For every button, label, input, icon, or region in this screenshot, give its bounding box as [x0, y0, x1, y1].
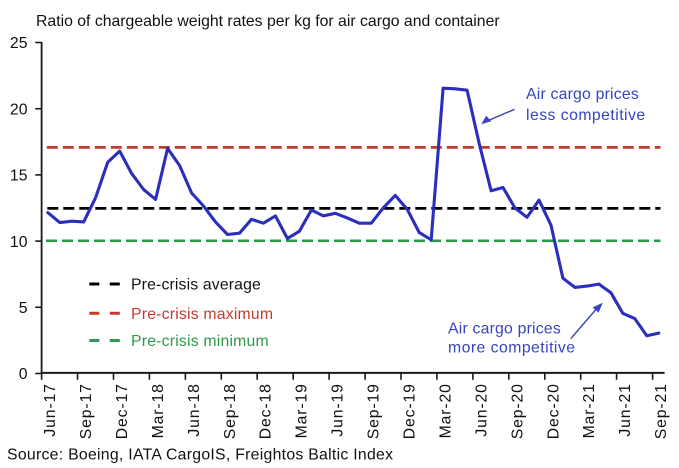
svg-text:Pre-crisis maximum: Pre-crisis maximum: [131, 306, 273, 323]
svg-text:Dec-18: Dec-18: [258, 383, 275, 439]
svg-text:20: 20: [10, 101, 28, 118]
svg-text:Air cargo prices: Air cargo prices: [526, 86, 639, 103]
svg-text:Mar-21: Mar-21: [581, 383, 598, 438]
svg-text:Sep-20: Sep-20: [509, 383, 526, 439]
svg-text:5: 5: [19, 300, 28, 317]
svg-text:Sep-17: Sep-17: [78, 383, 95, 439]
svg-text:25: 25: [10, 35, 28, 52]
svg-text:Sep-19: Sep-19: [366, 383, 383, 439]
svg-text:more competitive: more competitive: [448, 340, 575, 357]
svg-text:Jun-21: Jun-21: [617, 383, 634, 436]
svg-text:Dec-20: Dec-20: [545, 383, 562, 439]
svg-text:Mar-19: Mar-19: [294, 383, 311, 438]
svg-text:Mar-20: Mar-20: [437, 383, 454, 438]
svg-text:Pre-crisis minimum: Pre-crisis minimum: [131, 333, 269, 350]
svg-text:Mar-18: Mar-18: [150, 383, 167, 438]
svg-text:Sep-18: Sep-18: [222, 383, 239, 439]
svg-text:Jun-19: Jun-19: [330, 383, 347, 436]
svg-text:Jun-20: Jun-20: [473, 383, 490, 436]
svg-text:0: 0: [19, 366, 28, 383]
svg-text:Pre-crisis average: Pre-crisis average: [131, 277, 261, 294]
svg-text:Jun-17: Jun-17: [42, 383, 59, 436]
svg-text:Dec-17: Dec-17: [114, 383, 131, 439]
svg-text:Jun-18: Jun-18: [186, 383, 203, 436]
svg-text:less competitive: less competitive: [526, 107, 646, 124]
svg-text:Air cargo prices: Air cargo prices: [448, 321, 561, 338]
svg-text:Sep-21: Sep-21: [653, 383, 670, 439]
svg-text:15: 15: [10, 168, 28, 185]
svg-text:Dec-19: Dec-19: [402, 383, 419, 439]
svg-text:Source: Boeing, IATA CargoIS,: Source: Boeing, IATA CargoIS, Freightos …: [7, 447, 393, 464]
svg-text:10: 10: [10, 234, 28, 251]
svg-text:Ratio of chargeable weight rat: Ratio of chargeable weight rates per kg …: [36, 13, 500, 30]
